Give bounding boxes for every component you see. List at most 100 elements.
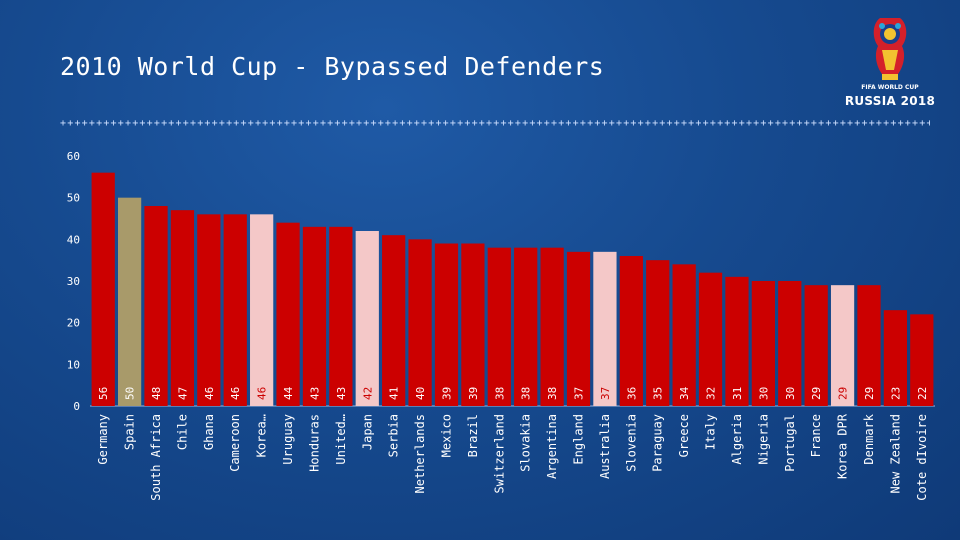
bar-value-label: 40 bbox=[414, 387, 427, 400]
x-tick-label: Denmark bbox=[862, 413, 876, 464]
world-cup-logo: FIFA WORLD CUP RUSSIA 2018 bbox=[842, 14, 938, 114]
bar-value-label: 36 bbox=[625, 387, 638, 400]
bar bbox=[144, 206, 168, 406]
x-tick-label: Switzerland bbox=[492, 414, 506, 493]
bar-value-label: 46 bbox=[256, 387, 269, 400]
x-tick-label: England bbox=[572, 414, 586, 465]
bar-value-label: 22 bbox=[916, 387, 929, 400]
bar bbox=[355, 231, 379, 406]
x-tick-label: Ghana bbox=[202, 414, 216, 450]
x-tick-label: Paraguay bbox=[651, 414, 665, 472]
bar-value-label: 34 bbox=[678, 386, 691, 400]
bar bbox=[197, 214, 221, 406]
x-tick-label: Australia bbox=[598, 414, 612, 479]
bar-value-label: 31 bbox=[731, 387, 744, 400]
bar-value-label: 38 bbox=[520, 387, 533, 400]
bar bbox=[778, 281, 802, 406]
bar bbox=[487, 247, 511, 406]
y-tick-label: 50 bbox=[67, 192, 80, 205]
bar-value-label: 29 bbox=[837, 387, 850, 400]
bar-value-label: 43 bbox=[308, 387, 321, 400]
x-tick-label: Argentina bbox=[545, 414, 559, 479]
bar-value-label: 46 bbox=[203, 387, 216, 400]
bar-value-label: 30 bbox=[784, 387, 797, 400]
y-tick-label: 20 bbox=[67, 317, 80, 330]
slide-title: 2010 World Cup - Bypassed Defenders bbox=[60, 52, 605, 81]
x-tick-label: United… bbox=[334, 414, 348, 465]
x-tick-label: France bbox=[809, 414, 823, 457]
x-tick-label: South Africa bbox=[149, 414, 163, 501]
bar bbox=[857, 285, 881, 406]
bar-value-label: 37 bbox=[573, 387, 586, 400]
bar-value-label: 30 bbox=[757, 387, 770, 400]
bar bbox=[408, 239, 432, 406]
logo-line2: RUSSIA 2018 bbox=[844, 94, 936, 108]
x-tick-label: Cote dIvoire bbox=[915, 414, 929, 501]
bar-value-label: 38 bbox=[493, 387, 506, 400]
bar bbox=[302, 226, 327, 406]
x-tick-label: Italy bbox=[704, 414, 718, 450]
bar bbox=[276, 222, 300, 406]
bar bbox=[751, 281, 775, 406]
bar-value-label: 56 bbox=[97, 387, 110, 400]
x-tick-label: Korea DPR bbox=[836, 413, 850, 479]
logo-line1: FIFA WORLD CUP bbox=[861, 84, 919, 91]
bar bbox=[646, 260, 670, 406]
bar bbox=[434, 243, 459, 406]
x-tick-label: Spain bbox=[123, 414, 137, 450]
bar bbox=[672, 264, 696, 406]
x-tick-label: Brazil bbox=[466, 414, 480, 457]
bar-value-label: 37 bbox=[599, 387, 612, 400]
bar bbox=[883, 310, 908, 406]
bar-value-label: 44 bbox=[282, 386, 295, 400]
y-tick-label: 0 bbox=[73, 400, 80, 413]
x-tick-label: Nigeria bbox=[756, 414, 770, 465]
bar bbox=[804, 285, 828, 406]
bar bbox=[170, 210, 195, 406]
bar-value-label: 39 bbox=[440, 387, 453, 400]
bar-value-label: 29 bbox=[863, 387, 876, 400]
x-tick-label: Japan bbox=[360, 414, 374, 450]
bar-value-label: 43 bbox=[335, 387, 348, 400]
x-tick-label: Honduras bbox=[307, 414, 321, 472]
x-tick-label: Greece bbox=[677, 414, 691, 457]
bar bbox=[91, 172, 115, 406]
bar-value-label: 32 bbox=[705, 387, 718, 400]
x-tick-label: New Zealand bbox=[888, 414, 902, 493]
x-tick-label: Algeria bbox=[730, 414, 744, 465]
bar-value-label: 46 bbox=[229, 387, 242, 400]
bar bbox=[725, 276, 749, 406]
bar bbox=[830, 285, 855, 406]
x-tick-label: Netherlands bbox=[413, 414, 427, 493]
bar bbox=[566, 251, 591, 406]
bar-value-label: 38 bbox=[546, 387, 559, 400]
bar-value-label: 48 bbox=[150, 387, 163, 400]
bar bbox=[250, 214, 274, 406]
bar bbox=[223, 214, 247, 406]
x-tick-label: Chile bbox=[175, 414, 189, 450]
bar bbox=[698, 272, 723, 406]
bar bbox=[461, 243, 485, 406]
bar bbox=[514, 247, 538, 406]
bar-value-label: 35 bbox=[652, 387, 665, 400]
bar bbox=[329, 226, 353, 406]
bar bbox=[382, 235, 406, 406]
bar bbox=[540, 247, 564, 406]
bar bbox=[619, 256, 643, 406]
x-tick-label: Germany bbox=[96, 414, 110, 465]
y-tick-label: 40 bbox=[67, 233, 80, 246]
y-tick-label: 60 bbox=[67, 150, 80, 163]
bar-value-label: 23 bbox=[889, 387, 902, 400]
y-tick-label: 10 bbox=[67, 358, 80, 371]
bar bbox=[117, 197, 142, 406]
x-tick-label: Portugal bbox=[783, 414, 797, 472]
bar bbox=[910, 314, 934, 406]
bar-value-label: 50 bbox=[124, 387, 137, 400]
x-tick-label: Serbia bbox=[387, 414, 401, 457]
bar-value-label: 41 bbox=[388, 387, 401, 400]
bar bbox=[593, 251, 617, 406]
y-tick-label: 30 bbox=[67, 275, 80, 288]
x-tick-label: Slovakia bbox=[519, 414, 533, 472]
dotted-divider: ++++++++++++++++++++++++++++++++++++++++… bbox=[60, 118, 930, 129]
